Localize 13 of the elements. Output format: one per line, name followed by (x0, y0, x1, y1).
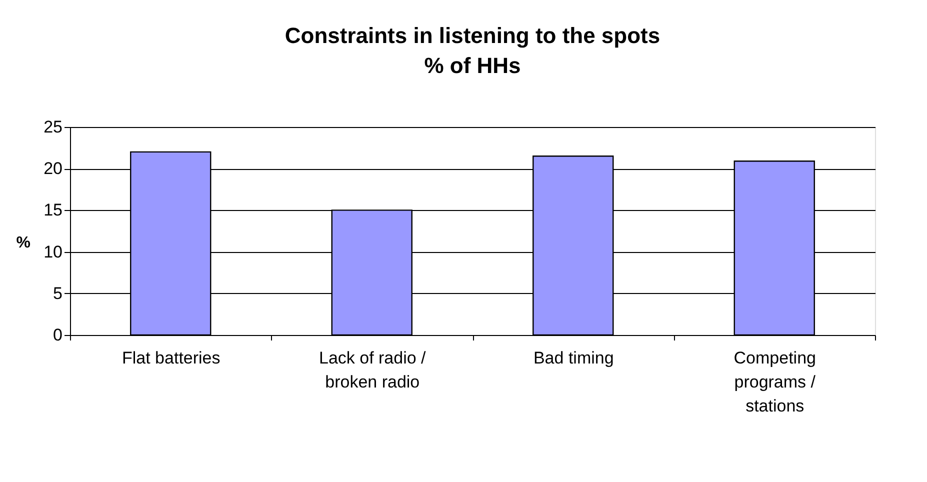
x-tick-label: Bad timing (533, 348, 614, 368)
x-tick-label: Flat batteries (122, 348, 220, 368)
y-tick-label: 10 (44, 242, 62, 262)
y-tick-label: 20 (44, 159, 62, 178)
chart-subtitle: % of HHs (424, 53, 521, 78)
y-tick-label: 25 (44, 118, 62, 136)
chart-title: Constraints in listening to the spots (284, 23, 660, 48)
x-tick-label: Lack of radio / broken radio (318, 348, 426, 392)
y-tick-label: 15 (44, 200, 62, 220)
y-tick-label: 5 (53, 284, 62, 303)
y-tick-label: 0 (53, 326, 62, 344)
x-tick-label: Competing programs / stations (734, 348, 816, 416)
y-axis-title: % (16, 234, 30, 252)
